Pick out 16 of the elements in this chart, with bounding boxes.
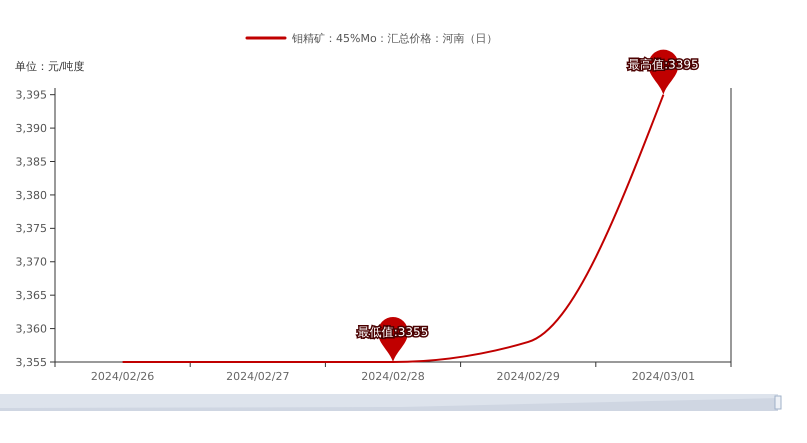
y-axis-title: 单位：元/吨度 [15, 60, 85, 73]
y-tick-label: 3,375 [16, 222, 47, 236]
y-tick-label: 3,395 [16, 88, 47, 102]
y-tick-label: 3,390 [16, 122, 47, 135]
y-tick-label: 3,360 [16, 322, 47, 336]
y-tick-label: 3,365 [16, 289, 47, 302]
legend-label: 钼精矿：45%Mo：汇总价格：河南（日） [291, 32, 498, 45]
x-tick-label: 2024/02/28 [361, 370, 425, 383]
x-tick-label: 2024/02/26 [90, 370, 154, 383]
y-tick-label: 3,355 [16, 356, 47, 369]
x-tick-label: 2024/02/29 [496, 370, 560, 383]
y-tick-label: 3,385 [16, 155, 47, 168]
x-tick-label: 2024/02/27 [226, 370, 290, 383]
y-tick-label: 3,370 [16, 256, 47, 269]
y-tick-label: 3,380 [16, 188, 47, 202]
x-tick-label: 2024/03/01 [632, 370, 696, 383]
